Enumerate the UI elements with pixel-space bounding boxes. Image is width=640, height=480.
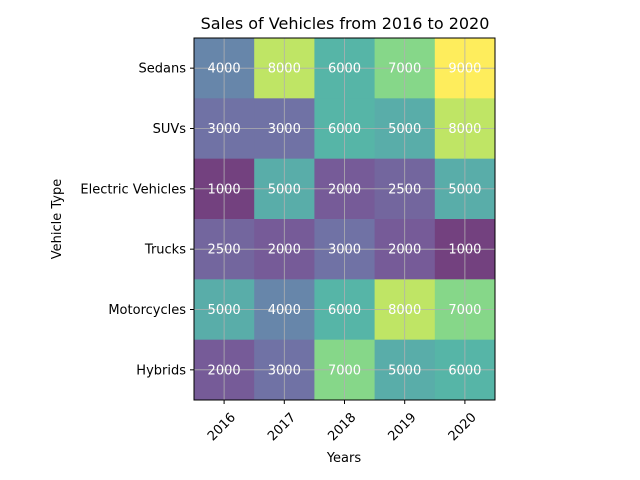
x-tick-label: 2018: [325, 410, 359, 444]
y-axis-ticks: Sedans SUVs Electric Vehicles Trucks Motorcy…: [80, 62, 194, 378]
x-tick-label: 2017: [265, 410, 299, 444]
cell-value-label: 5000: [388, 363, 421, 378]
y-tick-label: Motorcycles: [108, 303, 186, 318]
x-tick-label: 2019: [386, 410, 420, 444]
cell-value-label: 2000: [388, 243, 421, 258]
y-tick-label: Trucks: [144, 243, 186, 258]
cell-value-label: 7000: [388, 62, 421, 77]
cell-value-label: 5000: [448, 182, 481, 197]
cell-value-label: 6000: [448, 363, 481, 378]
grid-lines: [194, 38, 495, 400]
x-axis-label: Years: [326, 451, 362, 466]
y-tick-label: Electric Vehicles: [80, 182, 186, 197]
cell-value-label: 3000: [268, 363, 301, 378]
x-tick-label: 2016: [205, 410, 239, 444]
cell-value-label: 8000: [448, 122, 481, 137]
y-tick-label: SUVs: [153, 122, 187, 137]
cell-value-label: 2500: [388, 182, 421, 197]
cell-value-label: 5000: [388, 122, 421, 137]
y-tick-label: Hybrids: [136, 363, 186, 378]
cell-value-label: 3000: [328, 243, 361, 258]
cell-value-label: 6000: [328, 122, 361, 137]
cell-value-label: 4000: [208, 62, 241, 77]
y-tick-label: Sedans: [139, 62, 187, 77]
y-axis-label: Vehicle Type: [50, 179, 65, 259]
cell-value-label: 2000: [208, 363, 241, 378]
cell-value-label: 8000: [388, 303, 421, 318]
cell-value-label: 3000: [268, 122, 301, 137]
cell-value-label: 9000: [448, 62, 481, 77]
cell-value-labels: 4000 8000 6000 7000 9000 3000 3000 6000 5000 8000…: [208, 62, 482, 379]
cell-value-label: 2000: [328, 182, 361, 197]
x-axis-ticks: 2016 2017 2018 2019 2020: [205, 400, 480, 444]
cell-value-label: 2500: [208, 243, 241, 258]
cell-value-label: 5000: [208, 303, 241, 318]
cell-value-label: 8000: [268, 62, 301, 77]
cell-value-label: 7000: [328, 363, 361, 378]
cell-value-label: 1000: [448, 243, 481, 258]
chart-title: Sales of Vehicles from 2016 to 2020: [201, 14, 490, 33]
cell-value-label: 1000: [208, 182, 241, 197]
cell-value-label: 6000: [328, 303, 361, 318]
cell-value-label: 3000: [208, 122, 241, 137]
cell-value-label: 5000: [268, 182, 301, 197]
cell-value-label: 6000: [328, 62, 361, 77]
x-tick-label: 2020: [446, 410, 480, 444]
cell-value-label: 7000: [448, 303, 481, 318]
cell-value-label: 4000: [268, 303, 301, 318]
cell-value-label: 2000: [268, 243, 301, 258]
